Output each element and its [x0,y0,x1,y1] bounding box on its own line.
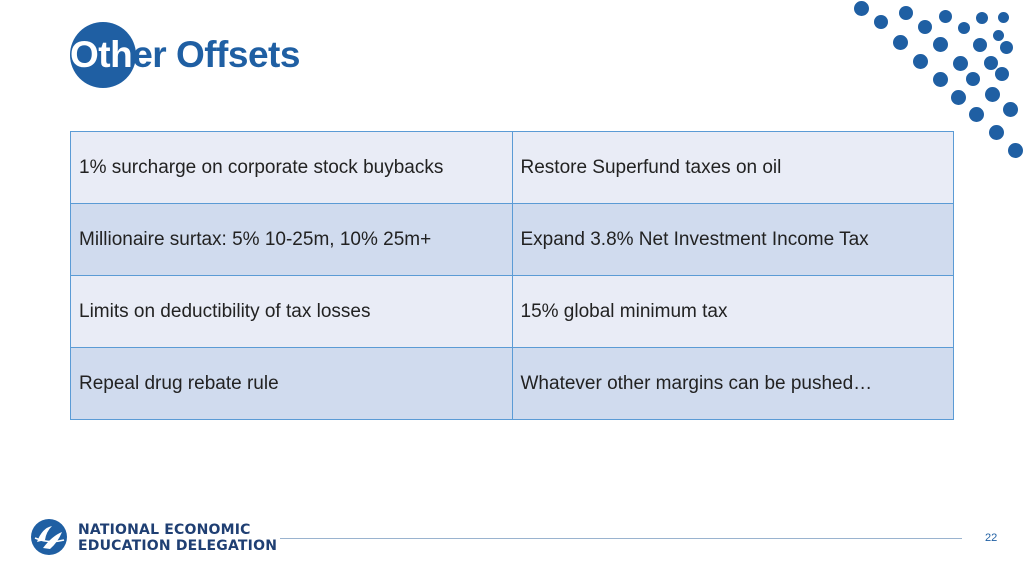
table-cell: Repeal drug rebate rule [70,347,513,420]
slide-title-highlight: Oth [70,34,133,75]
dot-icon [995,67,1009,81]
globe-logo-icon [31,519,67,555]
table-cell: Restore Superfund taxes on oil [511,131,954,204]
slide-title: Other Offsets [70,30,300,80]
offsets-table: 1% surcharge on corporate stock buybacks… [70,131,954,420]
dot-icon [918,20,932,34]
dot-icon [969,107,984,122]
dot-icon [998,12,1009,23]
dot-icon [939,10,952,23]
dot-icon [899,6,913,20]
page-number: 22 [985,532,998,544]
decorative-dots [840,0,1024,170]
dot-icon [976,12,988,24]
table-cell: Expand 3.8% Net Investment Income Tax [511,203,954,276]
dot-icon [854,1,869,16]
table-row: Millionaire surtax: 5% 10-25m, 10% 25m+ … [70,203,954,276]
dot-icon [1003,102,1018,117]
organization-logo-text: NATIONAL ECONOMIC EDUCATION DELEGATION [78,522,277,554]
footer-divider [280,538,962,539]
table-cell: 15% global minimum tax [511,275,954,348]
dot-icon [989,125,1004,140]
logo-line-2: EDUCATION DELEGATION [78,538,278,554]
dot-icon [993,30,1004,41]
dot-icon [953,56,968,71]
table-cell: Millionaire surtax: 5% 10-25m, 10% 25m+ [70,203,513,276]
table-row: 1% surcharge on corporate stock buybacks… [70,131,954,204]
dot-icon [984,56,998,70]
table-row: Limits on deductibility of tax losses 15… [70,275,954,348]
table-cell: Whatever other margins can be pushed… [511,347,954,420]
dot-icon [933,37,948,52]
table-cell: Limits on deductibility of tax losses [70,275,513,348]
dot-icon [893,35,908,50]
dot-icon [973,38,987,52]
title-circle-decoration [70,22,136,88]
table-row: Repeal drug rebate rule Whatever other m… [70,347,954,420]
dot-icon [951,90,966,105]
dot-icon [1000,41,1013,54]
dot-icon [1008,143,1023,158]
slide-title-rest: er Offsets [132,34,300,75]
dot-icon [985,87,1000,102]
dot-icon [913,54,928,69]
table-cell: 1% surcharge on corporate stock buybacks [70,131,513,204]
dot-icon [958,22,970,34]
dot-icon [874,15,888,29]
logo-line-1: NATIONAL ECONOMIC [78,522,251,538]
dot-icon [933,72,948,87]
dot-icon [966,72,980,86]
